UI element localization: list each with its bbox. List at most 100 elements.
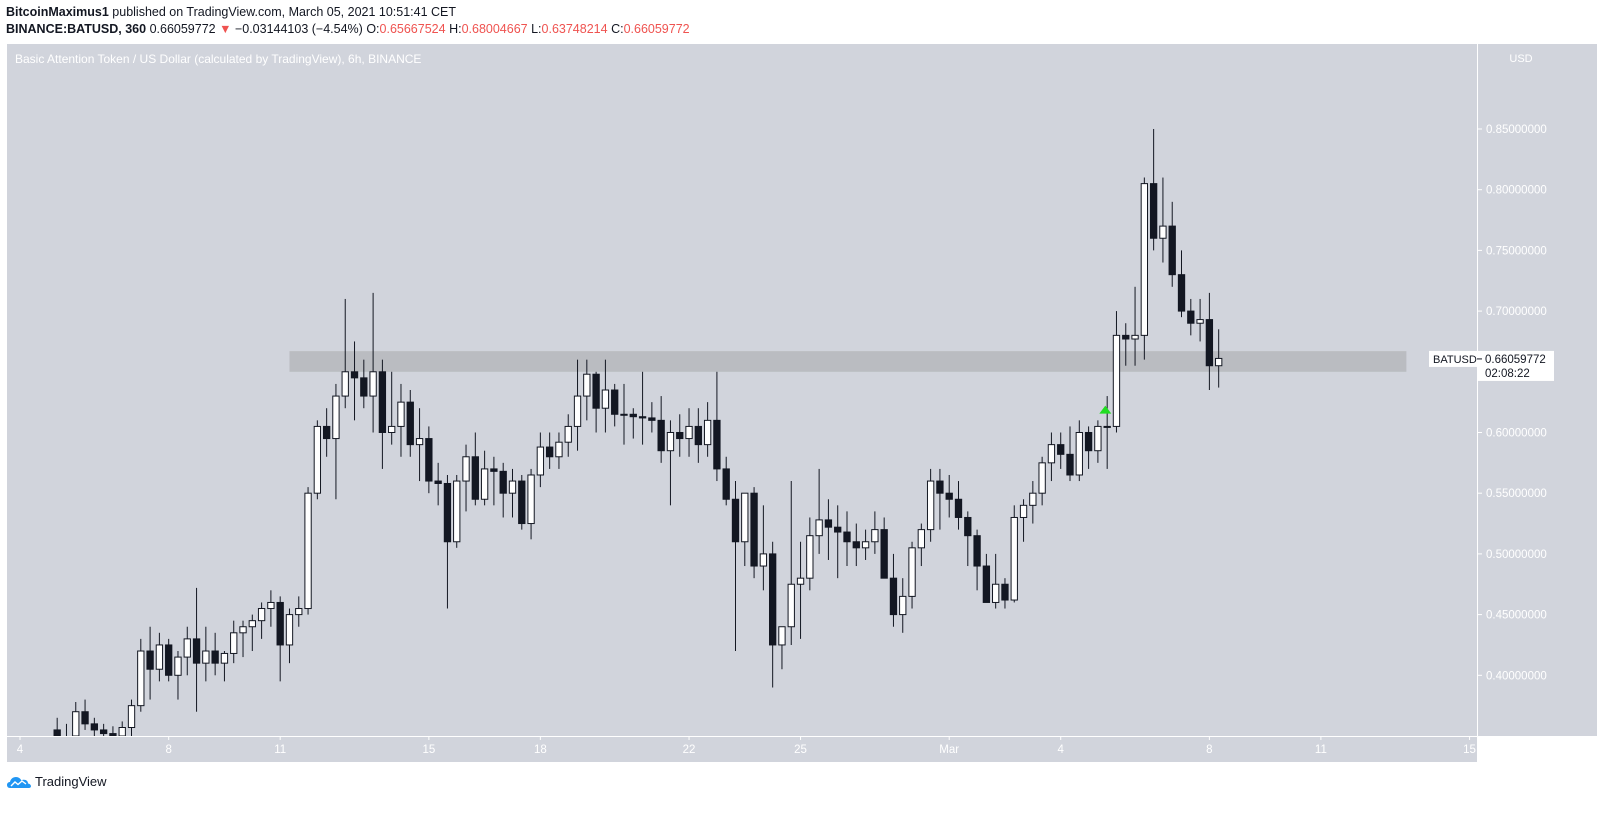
candle-body	[815, 519, 823, 537]
candle	[666, 420, 675, 506]
candle	[843, 511, 851, 567]
change-down-icon: ▼	[219, 22, 232, 36]
candle-body	[434, 480, 442, 484]
candle	[192, 587, 201, 712]
candle-body	[722, 468, 730, 500]
symbol-label: BINANCE:BATUSD, 360	[6, 22, 147, 36]
candle-body	[1112, 334, 1121, 427]
candle	[611, 383, 619, 427]
author-name[interactable]: BitcoinMaximus1	[6, 5, 109, 19]
candle	[183, 626, 191, 676]
candle-body	[406, 401, 414, 446]
price-tick-label: 0.80000000	[1486, 185, 1547, 197]
candle-body	[453, 480, 461, 543]
candle-body	[750, 492, 758, 567]
time-axis[interactable]: 4 8 11 15 18 22 25 Mar 4 8 11 15	[7, 736, 1477, 756]
time-tick-label: 11	[274, 744, 286, 756]
last-price: 0.66059772	[149, 22, 216, 36]
candle-body	[109, 733, 117, 737]
candle-body	[480, 468, 489, 500]
candle-body	[1057, 444, 1065, 455]
candle	[852, 523, 860, 567]
symbol-tag-label: BATUSD	[1433, 354, 1477, 366]
candle	[973, 529, 981, 591]
candle-body	[248, 620, 256, 628]
candle-body	[611, 389, 619, 415]
price-tick-label: 0.70000000	[1486, 306, 1547, 318]
price-axis[interactable]: 0.40000000 0.45000000 0.50000000 0.55000000…	[1477, 44, 1547, 736]
candle	[713, 371, 721, 482]
candle	[341, 298, 349, 409]
candle	[992, 553, 1000, 609]
candle-body	[545, 446, 554, 458]
candle	[295, 596, 303, 627]
chart-area[interactable]: 0.40000000 0.45000000 0.50000000 0.55000000…	[7, 44, 1597, 784]
candle-body	[741, 492, 749, 543]
candle-body	[165, 644, 173, 676]
candle	[388, 371, 396, 445]
candle-body	[992, 583, 1000, 603]
candle	[490, 456, 498, 506]
candle-body	[1122, 334, 1130, 340]
plot-background[interactable]	[7, 44, 1477, 736]
time-tick-label: 22	[683, 744, 696, 756]
time-tick-label: 18	[534, 744, 547, 756]
candlestick-chart[interactable]: 0.40000000 0.45000000 0.50000000 0.55000000…	[7, 44, 1597, 784]
close-value: 0.66059772	[623, 22, 690, 36]
candle-body	[220, 652, 229, 664]
candle-body	[620, 413, 628, 416]
candle	[174, 651, 182, 700]
tradingview-brand: TradingView	[35, 774, 107, 789]
candle	[304, 487, 312, 615]
last-price-box	[1478, 350, 1554, 381]
candle-body	[1205, 319, 1214, 367]
candle-body	[341, 371, 349, 397]
price-change: −0.03144103 (−4.54%)	[234, 22, 363, 36]
candle	[1168, 201, 1176, 287]
candle	[871, 511, 879, 554]
candle-body	[555, 441, 563, 458]
time-tick-label: 8	[1206, 744, 1212, 756]
candle-body	[508, 480, 517, 494]
candle-body	[685, 425, 693, 440]
candle-body	[852, 541, 860, 549]
candle-body	[731, 498, 740, 543]
candle-body	[1215, 357, 1223, 367]
candle-body	[1187, 310, 1195, 324]
candle-body	[99, 729, 108, 735]
candle	[518, 474, 526, 530]
time-axis-background[interactable]	[7, 736, 1477, 762]
candle	[406, 390, 414, 457]
candle	[750, 487, 758, 579]
candle-body	[183, 638, 191, 658]
candle	[964, 511, 972, 567]
candle	[313, 420, 322, 500]
candle	[1084, 426, 1093, 469]
candle-body	[936, 480, 944, 494]
candle	[703, 402, 712, 457]
candle	[220, 651, 229, 682]
tradingview-footer[interactable]: TradingView	[7, 774, 107, 789]
candle	[1177, 250, 1186, 318]
candle-body	[211, 650, 219, 664]
candle	[982, 553, 991, 603]
candle	[434, 462, 442, 506]
candle	[759, 505, 768, 591]
candle-body	[146, 650, 154, 670]
candle	[1001, 578, 1009, 609]
candle	[99, 723, 108, 736]
candle-body	[388, 425, 396, 433]
candle-body	[257, 608, 266, 622]
candle-body	[518, 480, 526, 525]
candle-body	[360, 377, 368, 397]
candle	[676, 414, 684, 457]
price-axis-background[interactable]	[1477, 44, 1597, 736]
candle	[155, 632, 164, 682]
high-value: 0.68004667	[461, 22, 528, 36]
candle	[629, 408, 637, 439]
price-tick-label: 0.75000000	[1486, 245, 1547, 257]
candle-body	[1159, 225, 1167, 239]
candle	[378, 359, 387, 469]
candle	[889, 553, 898, 627]
countdown-value: 02:08:22	[1485, 368, 1530, 380]
